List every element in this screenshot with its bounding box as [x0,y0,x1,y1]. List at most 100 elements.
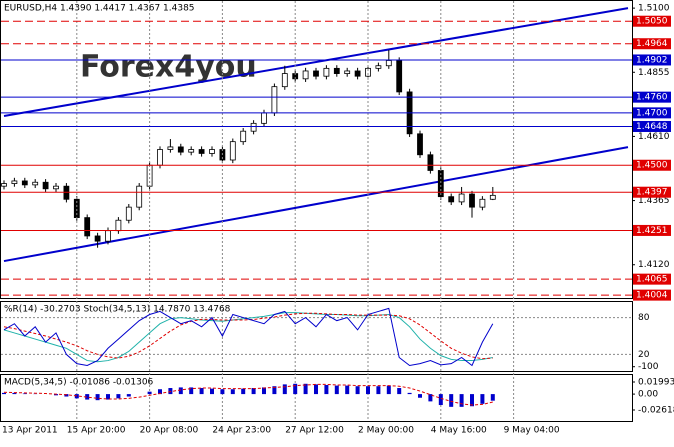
candle-body [94,235,101,242]
macd-bar [85,394,90,400]
level-box [633,107,671,119]
level-box [633,54,671,66]
candle-body [271,86,278,114]
macd-bar [126,394,131,397]
candle-body [469,193,475,208]
level-label: 1.4964 [636,39,668,49]
candle-body [167,146,174,150]
watermark: Forex4you [80,50,257,85]
level-label: 1.4500 [636,161,668,171]
candle-body [250,122,257,132]
candle-body [396,60,403,93]
macd-bar [324,384,329,395]
candle-body [11,180,18,184]
candle-body [313,70,319,77]
panel-tick-label: 20 [638,350,650,360]
x-tick-label: 27 Apr 12:00 [285,426,344,436]
candle-body [198,149,205,154]
candle-body [375,65,382,69]
macd-bar [262,387,266,395]
macd-bar [355,386,360,395]
level-box [633,15,671,27]
candle-body [188,149,195,153]
level-label: 1.4902 [636,55,668,65]
candle-body [354,70,361,77]
candle-body [323,67,330,77]
main-panel [0,0,633,299]
indicator-line [3,307,494,367]
level-label: 1.4004 [636,291,668,301]
macd-bar [376,386,381,395]
level-box [633,120,671,132]
level-box [633,159,671,171]
macd-bar [470,394,474,407]
macd-bar [22,393,27,395]
candle-body [281,73,288,88]
macd-bar [106,394,110,400]
candle-body [240,130,247,143]
indicator-line [3,383,493,406]
panel-tick-label: -100 [638,362,659,372]
level-box [633,91,671,103]
candle-body [344,70,351,74]
panel-tick-label: 0.00 [638,390,658,400]
candle-body [32,181,39,186]
macd-bar [314,384,318,395]
candle-body [177,146,184,153]
candle-body [333,67,340,74]
level-label: 1.4648 [636,122,668,132]
level-box [633,273,671,285]
y-tick-label: 1.4365 [638,196,670,206]
x-tick-label: 20 Apr 08:00 [140,426,199,436]
y-tick-label: 1.5100 [638,4,670,14]
level-box [633,289,671,301]
y-tick-label: 1.4120 [638,260,670,270]
candle-body [479,198,486,208]
macd-bar [210,388,214,395]
macd-bar [272,386,277,395]
candle-body [1,183,7,187]
macd-bar [116,394,121,399]
candle-body [261,112,267,124]
macd-bar [64,394,69,397]
level-label: 1.4251 [636,226,668,236]
candle-body [53,185,59,190]
macd-bar [345,385,350,395]
macd-bar [407,392,412,395]
macd-bar [418,394,422,398]
macd-bar [251,388,256,395]
macd-bar [54,394,58,396]
candle-body [427,154,434,171]
x-tick-label: 4 May 16:00 [431,426,487,436]
candle-body [417,133,423,156]
macd-bar [220,389,225,395]
y-tick-label: 1.4855 [638,68,670,78]
candle-body [458,193,465,203]
macd-bar [12,392,17,395]
candle-body [385,60,392,67]
macd-bar [438,394,443,406]
candle-body [42,181,49,190]
macd-bar [293,383,298,395]
macd-bar [303,383,308,395]
candle-body [21,180,28,186]
trend-line [3,7,629,117]
macd-panel [0,374,633,422]
macd-bar [241,388,246,395]
y-tick-label: 1.4610 [638,132,670,142]
level-box [633,38,671,50]
panel-tick-label: 80 [638,313,650,323]
x-tick-label: 15 Apr 20:00 [67,426,126,436]
level-label: 1.4065 [636,275,668,285]
macd-bar [178,387,183,395]
macd-bar [147,391,152,395]
candle-body [136,185,143,208]
macd-bar [397,388,402,395]
x-tick-label: 2 May 00:00 [358,426,414,436]
macd-bar [428,394,433,402]
candle-body [125,206,132,221]
macd-bar [366,386,370,395]
macd-bar [199,388,204,395]
